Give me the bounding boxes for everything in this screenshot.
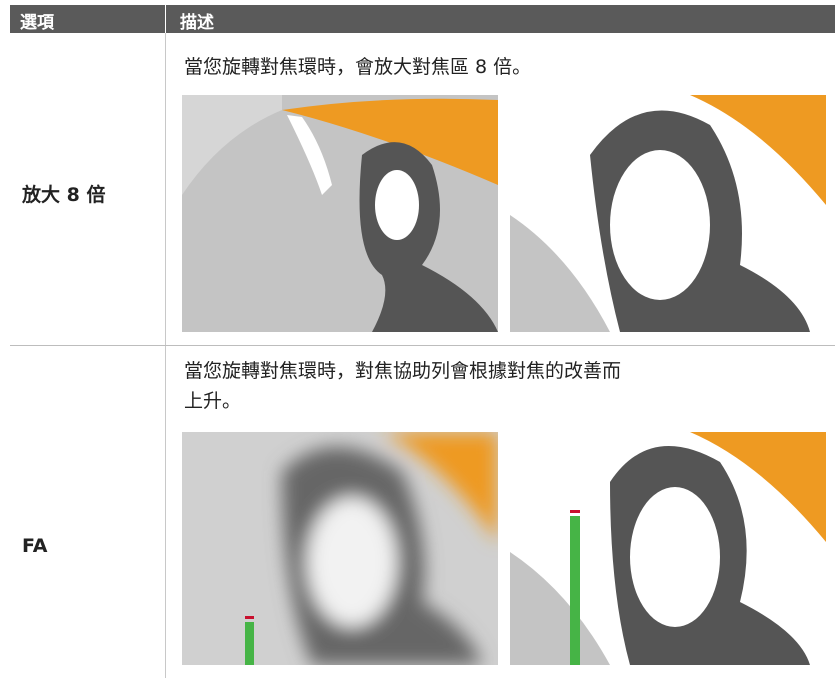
- column-divider: [165, 33, 166, 345]
- option-label: FA: [22, 535, 48, 557]
- illustration: [510, 432, 826, 665]
- header-cell: 選項: [20, 13, 54, 33]
- row-divider: [10, 345, 835, 346]
- header-divider: [165, 5, 166, 33]
- illustration: [182, 432, 498, 665]
- illustration: [510, 95, 826, 332]
- header-cell: 描述: [180, 13, 214, 33]
- option-label: 放大 8 倍: [22, 184, 106, 206]
- column-divider: [165, 346, 166, 678]
- option-description: 當您旋轉對焦環時，會放大對焦區 8 倍。: [184, 56, 532, 78]
- table-header: 選項 描述: [10, 5, 835, 33]
- illustration: [182, 95, 498, 332]
- option-description: 當您旋轉對焦環時，對焦協助列會根據對焦的改善而上升。: [184, 360, 622, 412]
